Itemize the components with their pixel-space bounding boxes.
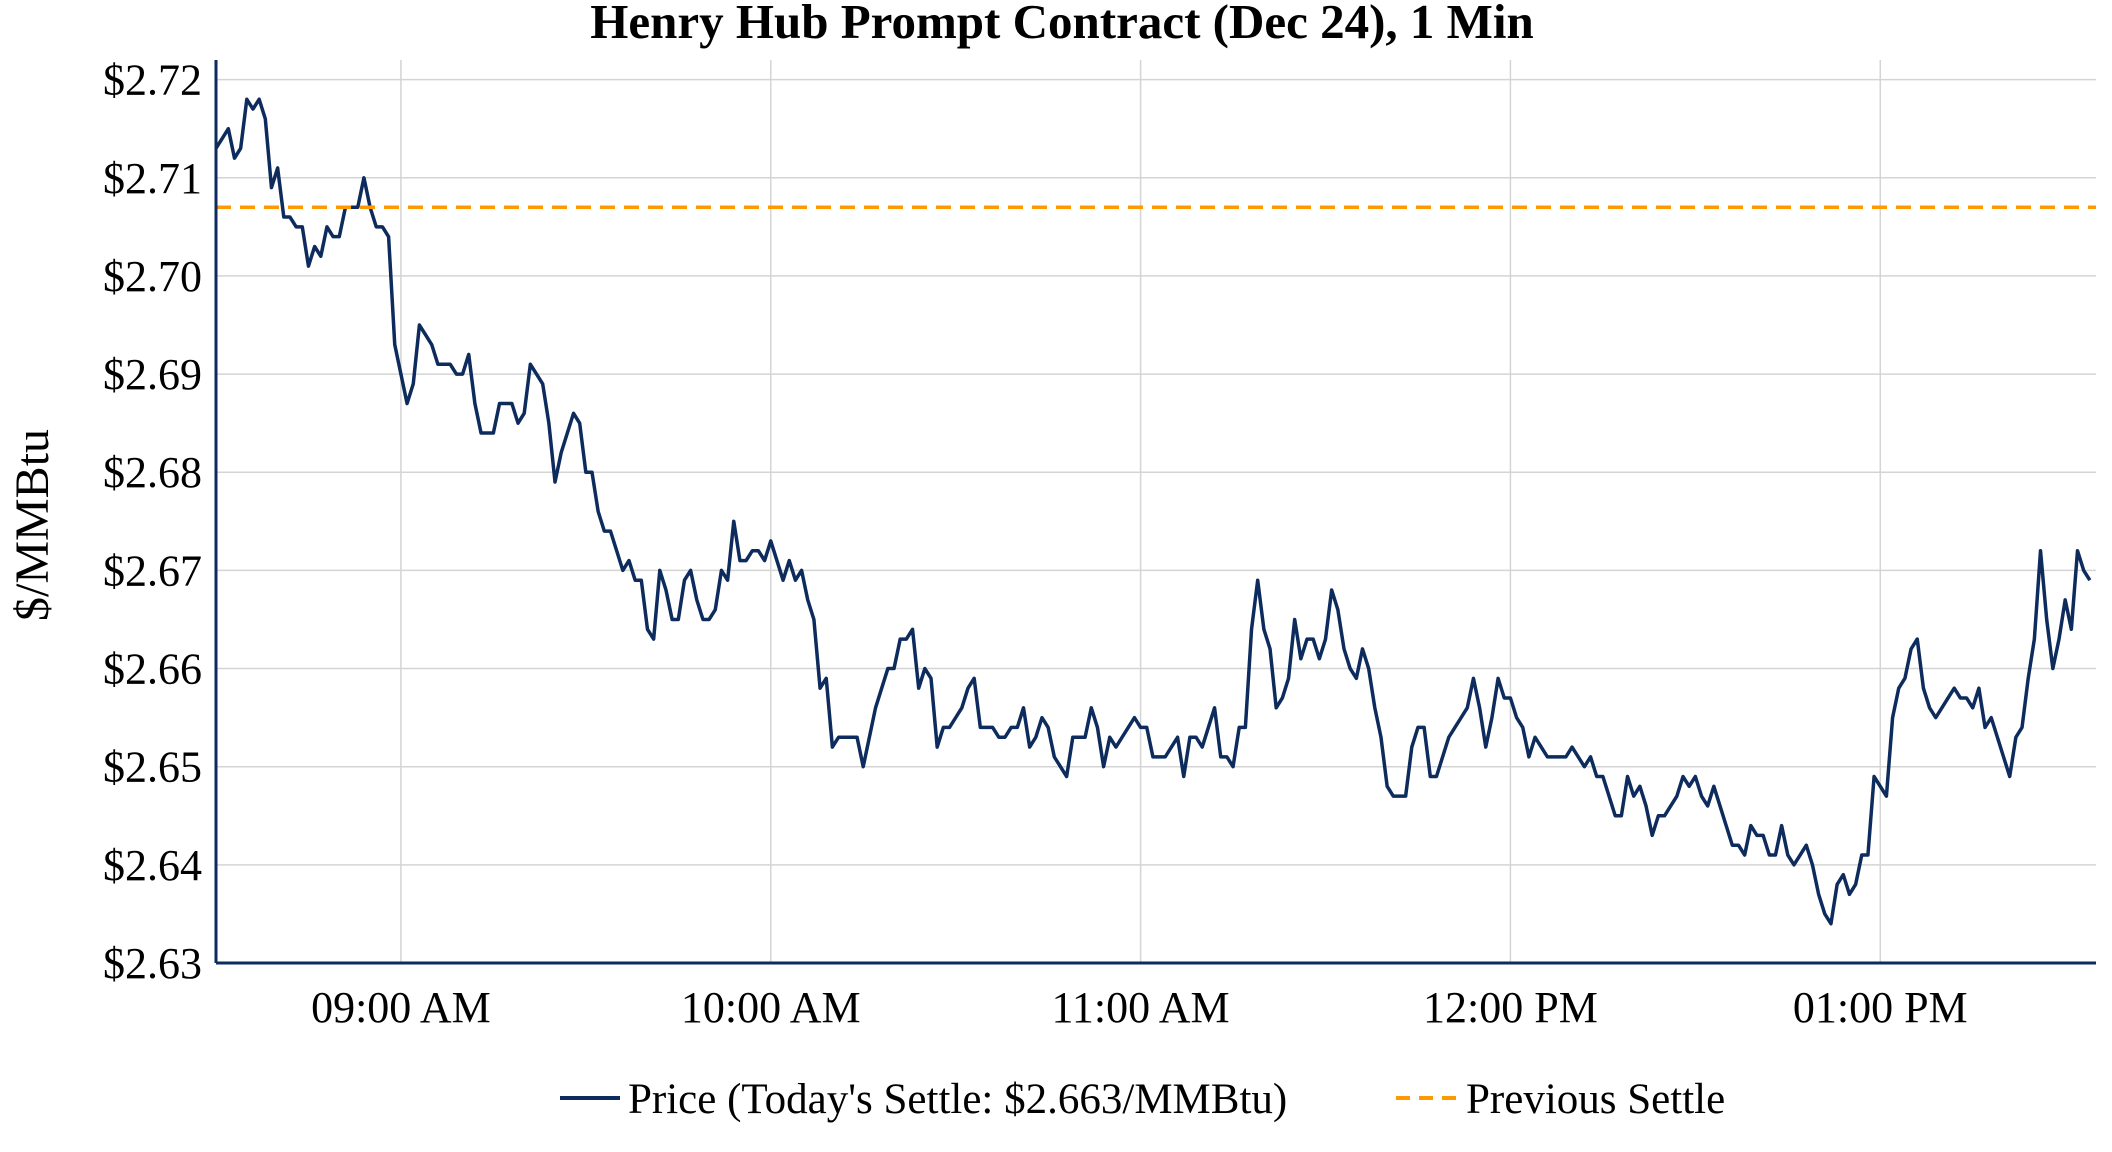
vertical-gridlines — [400, 60, 1882, 963]
plot-series — [214, 97, 2096, 926]
y-tick-label: $2.66 — [103, 645, 202, 694]
price-line — [214, 97, 2092, 926]
y-tick-label: $2.68 — [103, 448, 202, 497]
legend-price-label: Price (Today's Settle: $2.663/MMBtu) — [628, 1076, 1287, 1123]
axes — [214, 60, 2096, 965]
x-tick-label: 09:00 AM — [311, 983, 491, 1032]
legend: Price (Today's Settle: $2.663/MMBtu) Pre… — [560, 1076, 1725, 1123]
y-tick-labels: $2.63 $2.64 $2.65 $2.66 $2.67 $2.68 $2.69 $2.70… — [103, 56, 202, 988]
chart-title: Henry Hub Prompt Contract (Dec 24), 1 Mi… — [590, 0, 1534, 49]
y-axis-label: $/MMBtu — [6, 429, 59, 621]
y-tick-label: $2.63 — [103, 939, 202, 988]
y-tick-label: $2.69 — [103, 350, 202, 399]
x-tick-labels: 09:00 AM 10:00 AM 11:00 AM 12:00 PM 01:00 PM — [311, 983, 1968, 1032]
y-tick-label: $2.72 — [103, 56, 202, 105]
y-tick-label: $2.71 — [103, 154, 202, 203]
x-tick-label: 11:00 AM — [1052, 983, 1230, 1032]
y-tick-label: $2.65 — [103, 743, 202, 792]
x-tick-label: 12:00 PM — [1423, 983, 1598, 1032]
x-tick-label: 10:00 AM — [681, 983, 861, 1032]
horizontal-gridlines — [216, 78, 2096, 964]
y-tick-label: $2.70 — [103, 252, 202, 301]
y-tick-label: $2.64 — [103, 841, 202, 890]
x-tick-label: 01:00 PM — [1793, 983, 1968, 1032]
y-tick-label: $2.67 — [103, 546, 202, 595]
legend-previous-settle-label: Previous Settle — [1466, 1076, 1725, 1123]
